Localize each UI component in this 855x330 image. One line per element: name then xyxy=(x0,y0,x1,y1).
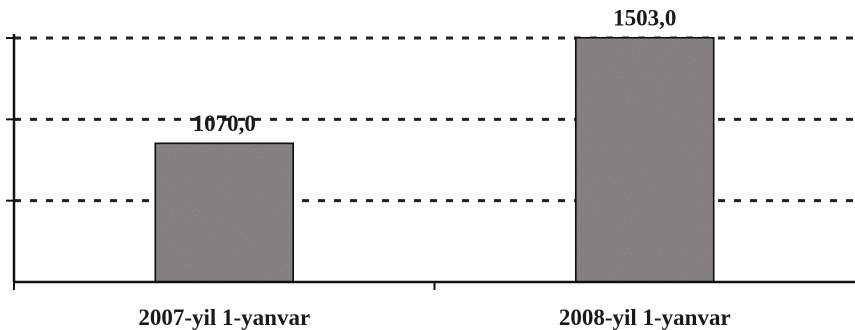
category-labels: 2007-yil 1-yanvar 2008-yil 1-yanvar xyxy=(138,305,730,330)
bar-1 xyxy=(153,141,295,284)
bar-2 xyxy=(574,36,716,284)
axes xyxy=(6,34,855,290)
grid-lines xyxy=(14,36,855,203)
category-label-2: 2008-yil 1-yanvar xyxy=(559,305,731,330)
data-labels: 1070,0 1503,0 xyxy=(193,5,677,136)
bars xyxy=(153,36,716,284)
category-label-1: 2007-yil 1-yanvar xyxy=(138,305,310,330)
data-label-2: 1503,0 xyxy=(613,5,676,30)
data-label-1: 1070,0 xyxy=(193,111,256,136)
